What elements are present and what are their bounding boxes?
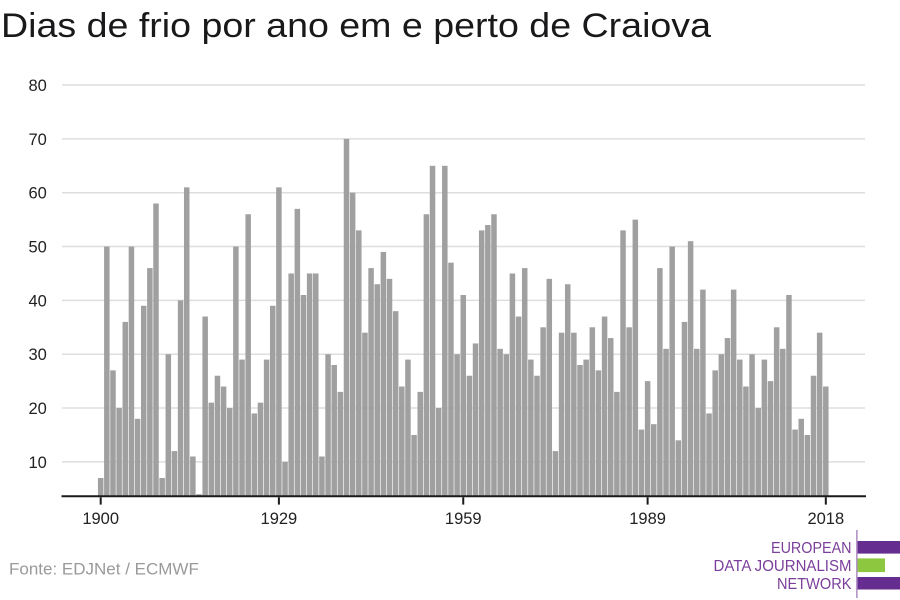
svg-text:1900: 1900 (82, 510, 119, 528)
svg-text:NETWORK: NETWORK (777, 576, 852, 593)
svg-text:80: 80 (28, 77, 46, 95)
svg-text:1929: 1929 (261, 510, 298, 528)
svg-text:EUROPEAN: EUROPEAN (771, 540, 852, 557)
svg-text:Dias de frio por ano em e pert: Dias de frio por ano em e perto de Craio… (1, 7, 711, 45)
svg-text:50: 50 (28, 239, 46, 257)
svg-text:20: 20 (28, 400, 46, 418)
svg-text:2018: 2018 (807, 510, 844, 528)
svg-text:40: 40 (28, 292, 46, 310)
svg-text:70: 70 (28, 131, 46, 149)
svg-text:1959: 1959 (445, 510, 482, 528)
svg-text:30: 30 (28, 346, 46, 364)
svg-text:DATA JOURNALISM: DATA JOURNALISM (714, 558, 852, 575)
svg-text:1989: 1989 (629, 510, 666, 528)
svg-text:10: 10 (28, 454, 46, 472)
svg-text:60: 60 (28, 185, 46, 203)
svg-text:Fonte: EDJNet / ECMWF: Fonte: EDJNet / ECMWF (9, 560, 199, 579)
